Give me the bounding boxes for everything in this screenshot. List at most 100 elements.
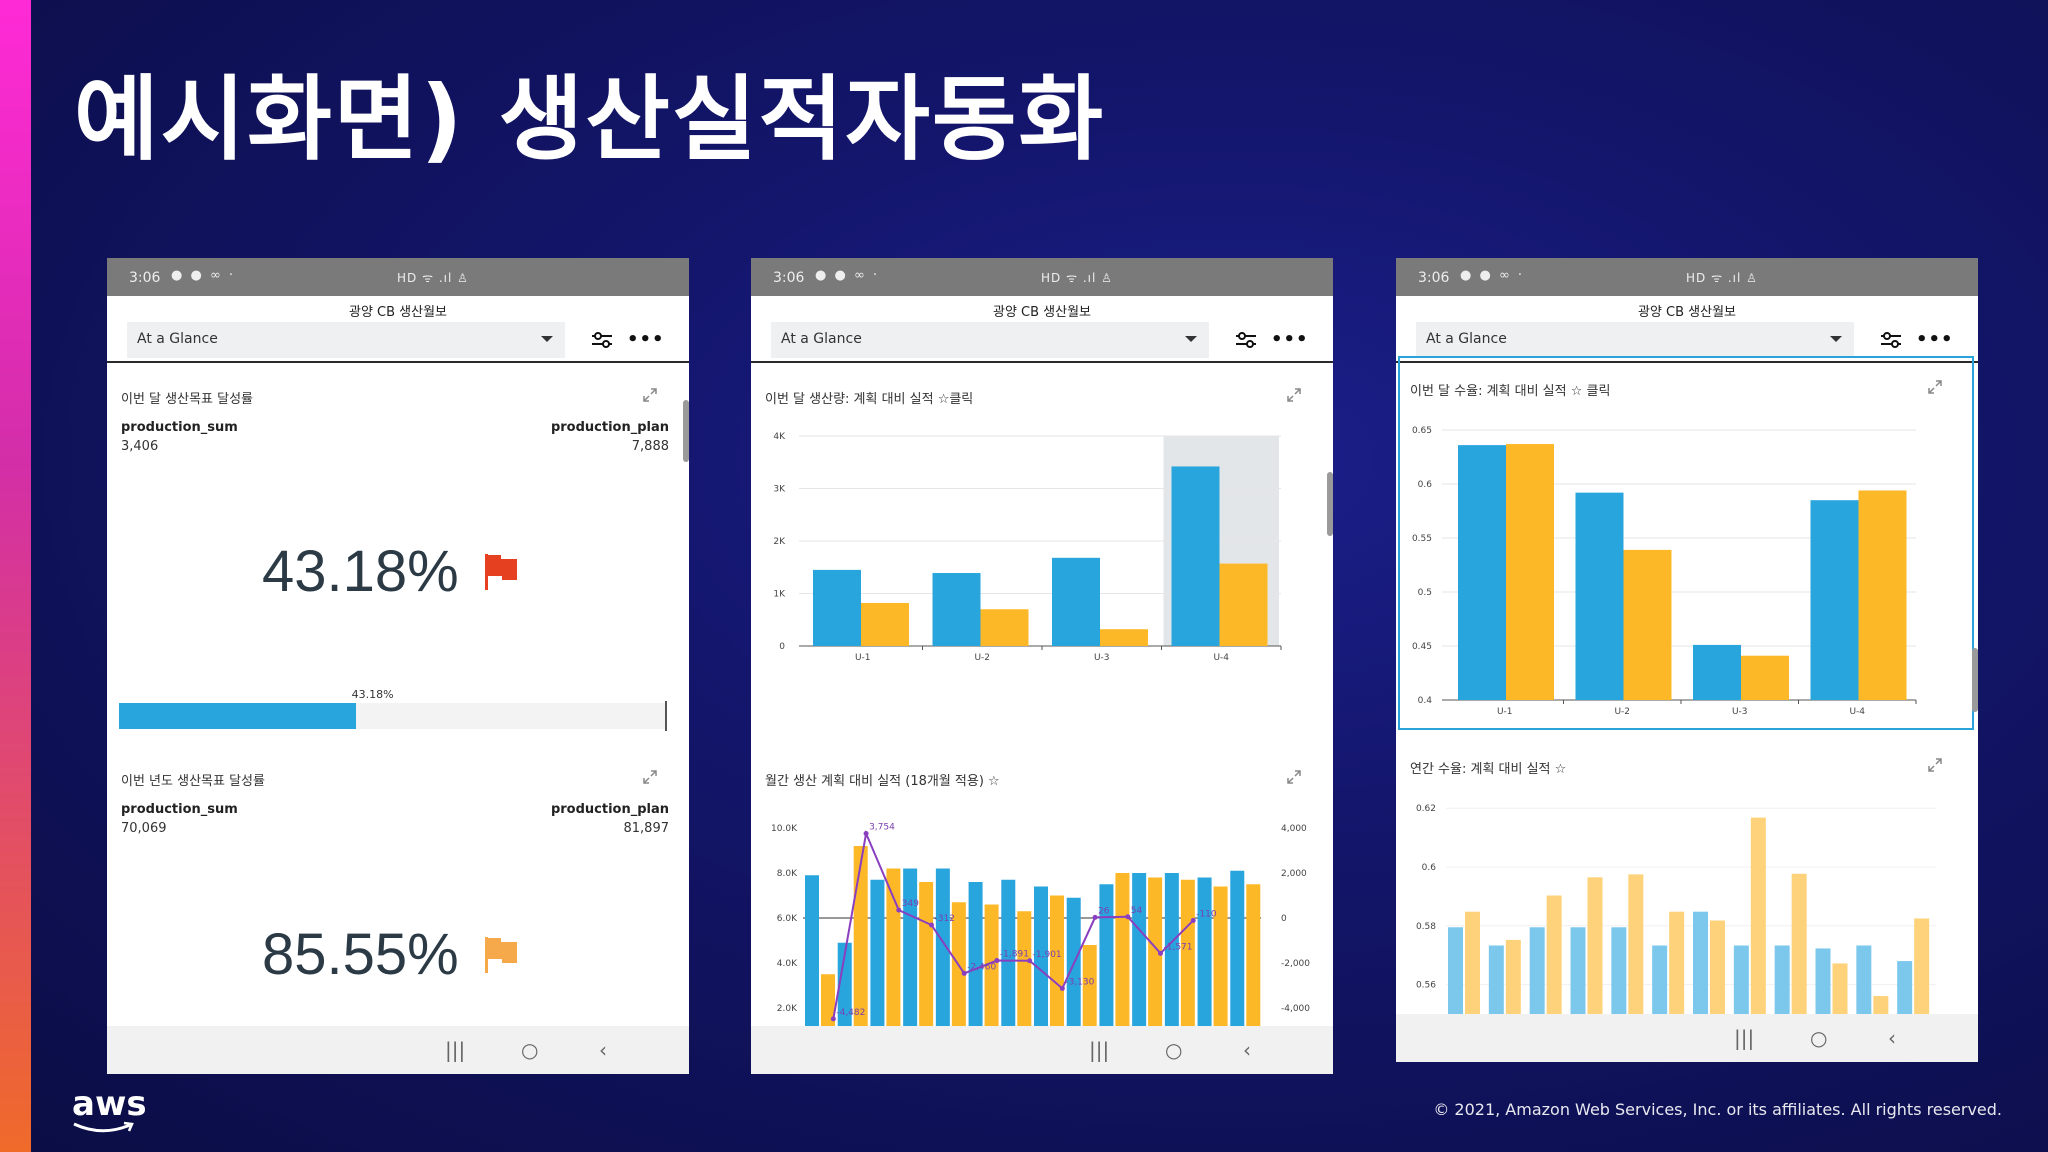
expand-icon[interactable]: [1287, 770, 1301, 784]
yield-bar-chart[interactable]: 0.4 0.45 0.5 0.55 0.6 0.65 U-1 U-2 U-3 U-4: [1396, 398, 1978, 728]
data-label: 26: [1098, 906, 1110, 916]
bar-blue: [1230, 870, 1245, 1028]
back-icon[interactable]: ‹: [1888, 1026, 1896, 1050]
scrollbar[interactable]: [1972, 648, 1978, 712]
signal-icons: HD ᯤ .ıl ♙: [1041, 271, 1113, 285]
progress-target-marker: [665, 701, 667, 731]
sheet-select[interactable]: At a Glance: [127, 322, 565, 358]
kpi-right-value: 7,888: [631, 439, 669, 454]
bar-blue: [1458, 445, 1506, 700]
back-icon[interactable]: ‹: [599, 1038, 607, 1062]
sheet-select[interactable]: At a Glance: [771, 322, 1209, 358]
signal-icons: HD ᯤ .ıl ♙: [1686, 271, 1758, 285]
bar-orange: [919, 882, 934, 1028]
more-icon[interactable]: •••: [1916, 329, 1954, 350]
x-tick-label: U-2: [974, 653, 990, 663]
more-icon[interactable]: •••: [1271, 329, 1309, 350]
home-icon[interactable]: ○: [521, 1038, 539, 1062]
filter-icon[interactable]: [1880, 331, 1902, 349]
chevron-down-icon: [1830, 336, 1842, 342]
scrollbar[interactable]: [1327, 472, 1333, 536]
data-label: -1,891: [1000, 950, 1029, 960]
bar-orange: [1465, 911, 1480, 1014]
back-icon[interactable]: ‹: [1243, 1038, 1251, 1062]
android-nav-bar: ||| ○ ‹: [1396, 1014, 1978, 1062]
home-icon[interactable]: ○: [1810, 1026, 1828, 1050]
bar-blue: [1774, 945, 1790, 1014]
expand-icon[interactable]: [1287, 388, 1301, 402]
bar-blue: [1570, 927, 1586, 1014]
bar-orange: [1710, 920, 1725, 1014]
y-tick-label: 0.6: [1418, 480, 1433, 490]
expand-icon[interactable]: [643, 770, 657, 784]
bar-orange: [1505, 939, 1521, 1014]
chart-title: 연간 수율: 계획 대비 실적 ☆: [1410, 762, 1567, 777]
kpi-title: 이번 달 생산목표 달성률: [121, 392, 253, 407]
data-label: -3,130: [1065, 977, 1094, 987]
bar-blue: [1052, 557, 1100, 646]
bar-orange: [1050, 895, 1064, 1028]
scrollbar[interactable]: [683, 400, 689, 462]
production-bar-chart[interactable]: 0 1K 2K 3K 4K U-1 U-2 U-3 U-4: [751, 408, 1333, 668]
filter-icon[interactable]: [1235, 331, 1257, 349]
annual-yield-chart[interactable]: 0.56 0.58 0.6 0.62: [1396, 778, 1978, 1018]
line-point: [961, 970, 967, 976]
y-tick-label: 0.62: [1416, 804, 1436, 814]
bar-orange: [1832, 963, 1848, 1014]
flag-icon: [485, 554, 517, 590]
bar-orange: [1017, 911, 1032, 1028]
bar-orange: [1587, 877, 1603, 1014]
more-icon[interactable]: •••: [627, 329, 665, 350]
app-title: 광양 CB 생산월보: [348, 305, 448, 320]
bar-orange: [1623, 549, 1672, 700]
sheet-select-value: At a Glance: [1426, 331, 1507, 347]
y-tick-label: 0.45: [1412, 642, 1432, 652]
y-tick-label: 4K: [773, 432, 786, 442]
bar-blue: [1171, 466, 1220, 646]
progress-bar: [119, 701, 667, 731]
line-point: [929, 922, 934, 928]
data-label: -1,901: [1033, 950, 1062, 960]
bar-blue: [935, 868, 950, 1028]
kpi-left-label: production_sum: [121, 802, 238, 817]
data-label: -1,571: [1164, 942, 1193, 952]
kpi-percent: 85.55%: [262, 922, 459, 987]
x-tick-label: U-1: [1497, 707, 1513, 717]
filter-icon[interactable]: [591, 331, 613, 349]
monthly-combo-chart[interactable]: 2.0K 4.0K 6.0K 8.0K 10.0K -4,000 -2,000 0 2,000 4…: [751, 788, 1333, 1028]
bar-orange: [1082, 945, 1097, 1028]
sheet-select[interactable]: At a Glance: [1416, 322, 1854, 358]
app-title: 광양 CB 생산월보: [1637, 305, 1737, 320]
chart-title: 이번 달 수율: 계획 대비 실적 ☆ 클릭: [1410, 384, 1611, 399]
kpi-left-value: 3,406: [121, 439, 159, 454]
recent-apps-icon[interactable]: |||: [1089, 1038, 1110, 1062]
bar-orange: [1213, 886, 1228, 1028]
bar-blue: [1488, 945, 1504, 1014]
expand-icon[interactable]: [1928, 380, 1942, 394]
bar-blue: [1693, 911, 1708, 1014]
y-tick-label: 0.55: [1412, 534, 1432, 544]
bar-blue: [813, 569, 861, 646]
y-tick-label-left: 4.0K: [777, 959, 798, 969]
x-tick-label: U-1: [855, 653, 871, 663]
recent-apps-icon[interactable]: |||: [445, 1038, 466, 1062]
line-point: [1027, 958, 1033, 964]
bar-blue: [1810, 500, 1859, 700]
home-icon[interactable]: ○: [1165, 1038, 1183, 1062]
kpi-percent: 43.18%: [262, 539, 459, 604]
y-tick-label: 1K: [773, 590, 786, 600]
bar-blue: [1611, 927, 1627, 1014]
x-tick-label: U-4: [1849, 707, 1865, 717]
expand-icon[interactable]: [1928, 758, 1942, 772]
recent-apps-icon[interactable]: |||: [1734, 1026, 1755, 1050]
bar-orange: [1115, 873, 1130, 1028]
bar-orange: [1148, 877, 1163, 1028]
x-tick-label: U-3: [1094, 653, 1110, 663]
bar-orange: [886, 868, 901, 1028]
bar-orange: [1750, 817, 1766, 1014]
bar-blue: [1652, 945, 1668, 1014]
bar-orange: [1546, 895, 1562, 1014]
kpi-left-label: production_sum: [121, 420, 238, 435]
expand-icon[interactable]: [643, 388, 657, 402]
bar-orange: [1669, 911, 1685, 1014]
